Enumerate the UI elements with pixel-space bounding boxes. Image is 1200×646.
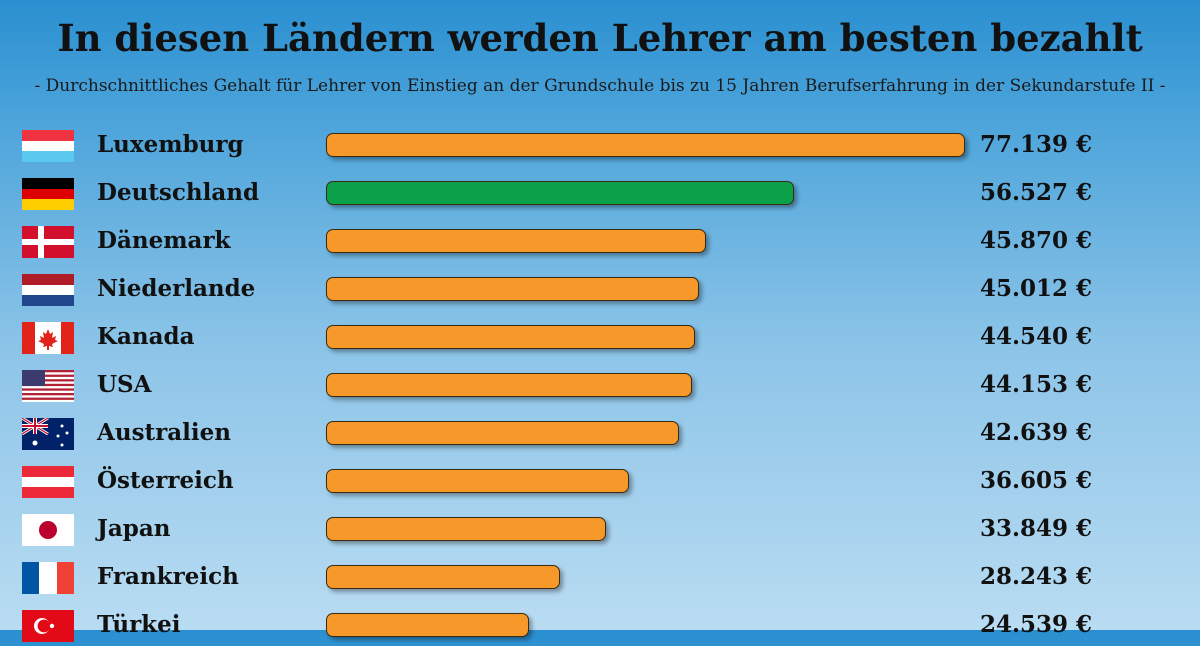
tick-label: Frankreich [97,563,239,590]
bar [326,613,530,637]
flag-austria-icon [22,466,74,498]
data-label: 56.527 € [980,179,1093,206]
bar [326,373,692,397]
data-label: 45.012 € [980,275,1093,302]
tick-label: Kanada [97,323,195,350]
chart-title: In diesen Ländern werden Lehrer am beste… [57,16,1143,60]
flag-netherlands-icon [22,274,74,306]
flag-germany-icon [22,178,74,210]
chart-row: Kanada 44.540 € [0,318,1200,358]
chart-row: Dänemark 45.870 € [0,222,1200,262]
flag-usa-icon [22,370,74,402]
tick-label: Australien [97,419,231,446]
bar [326,421,680,445]
tick-label: Türkei [97,611,181,638]
bar-chart: Luxemburg 77.139 € Deutschland 56.527 € Däne… [0,126,1200,642]
data-label: 33.849 € [980,515,1093,542]
bar [326,469,630,493]
data-label: 42.639 € [980,419,1093,446]
bar [326,517,607,541]
chart-row: Österreich 36.605 € [0,462,1200,502]
flag-france-icon [22,562,74,594]
bar [326,133,965,157]
bar [326,325,695,349]
chart-subtitle: - Durchschnittliches Gehalt für Lehrer v… [34,76,1166,96]
tick-label: Japan [97,515,171,542]
data-label: 44.153 € [980,371,1093,398]
chart-row: Niederlande 45.012 € [0,270,1200,310]
flag-japan-icon [22,514,74,546]
chart-row: USA 44.153 € [0,366,1200,406]
bar [326,277,699,301]
tick-label: Dänemark [97,227,231,254]
data-label: 77.139 € [980,131,1093,158]
chart-row: Australien 42.639 € [0,414,1200,454]
data-label: 24.539 € [980,611,1093,638]
flag-canada-icon [22,322,74,354]
tick-label: Niederlande [97,275,256,302]
tick-label: Deutschland [97,179,260,206]
flag-australia-icon [22,418,74,450]
chart-row: Luxemburg 77.139 € [0,126,1200,166]
chart-row: Türkei 24.539 € [0,606,1200,646]
data-label: 36.605 € [980,467,1093,494]
chart-row: Deutschland 56.527 € [0,174,1200,214]
flag-turkey-icon [22,610,74,642]
data-label: 44.540 € [980,323,1093,350]
data-label: 45.870 € [980,227,1093,254]
flag-luxembourg-icon [22,130,74,162]
tick-label: Luxemburg [97,131,244,158]
chart-row: Japan 33.849 € [0,510,1200,550]
data-label: 28.243 € [980,563,1093,590]
flag-denmark-icon [22,226,74,258]
bar [326,181,795,205]
tick-label: Österreich [97,467,234,494]
tick-label: USA [97,371,152,398]
bar [326,565,560,589]
bar [326,229,706,253]
chart-row: Frankreich 28.243 € [0,558,1200,598]
